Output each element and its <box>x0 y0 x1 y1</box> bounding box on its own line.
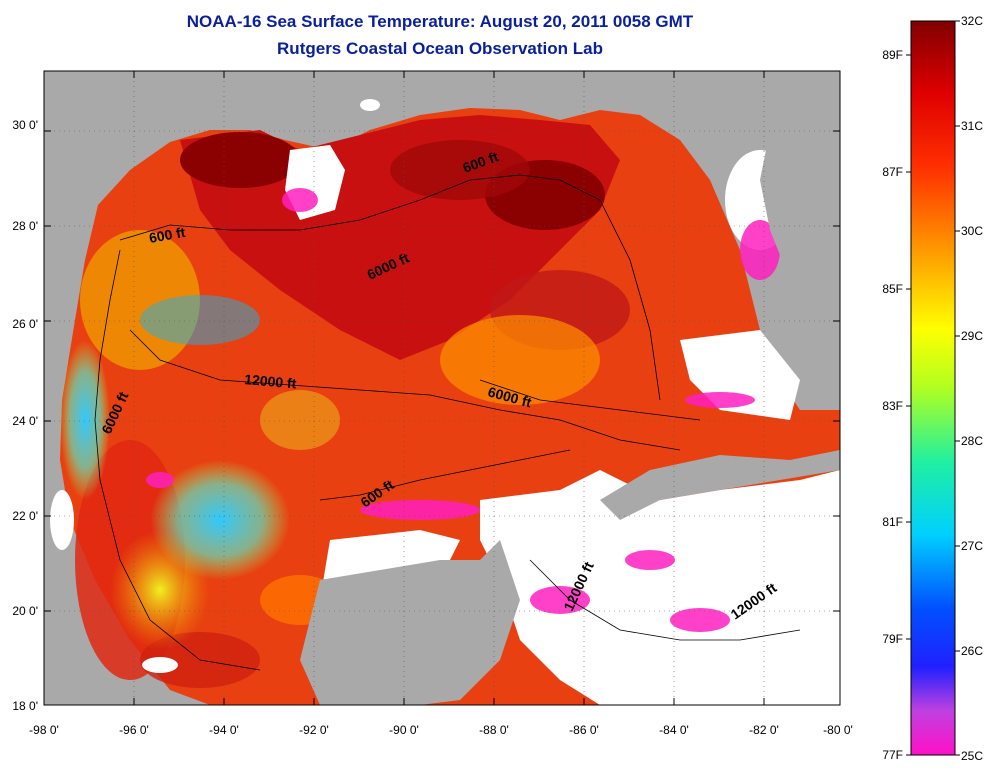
map-title: NOAA-16 Sea Surface Temperature: August … <box>186 12 694 31</box>
land-cuba <box>600 450 840 520</box>
lon-label: -86 0' <box>569 723 599 737</box>
celsius-label: 29C <box>961 329 983 343</box>
lon-label: -84 0' <box>659 723 689 737</box>
contour-label: 600 ft <box>148 224 187 246</box>
lon-label: -94 0' <box>209 723 239 737</box>
lat-label: 22 0' <box>12 509 38 523</box>
lon-label: -92 0' <box>299 723 329 737</box>
celsius-label: 32C <box>961 14 983 28</box>
latitude-labels: 30 0' 28 0' 26 0' 24 0' 22 0' 20 0' 18 0… <box>12 118 38 713</box>
colorbar-fahrenheit-labels: 89F 87F 85F 83F 81F 79F 77F <box>882 48 903 762</box>
lat-label: 18 0' <box>12 699 38 713</box>
map-frame <box>43 70 841 706</box>
map-subtitle: Rutgers Coastal Ocean Observation Lab <box>277 39 603 58</box>
fahrenheit-label: 81F <box>882 515 903 529</box>
colorbar-celsius-labels: 32C 31C 30C 29C 28C 27C 26C 25C <box>961 14 983 763</box>
celsius-label: 30C <box>961 224 983 238</box>
lon-label: -96 0' <box>119 723 149 737</box>
land-florida <box>760 71 840 410</box>
celsius-label: 31C <box>961 119 983 133</box>
lat-label: 28 0' <box>12 219 38 233</box>
lat-label: 30 0' <box>12 118 38 132</box>
bathymetry-contours <box>94 174 801 671</box>
land-yucatan <box>300 540 520 705</box>
lon-label: -98 0' <box>29 723 59 737</box>
fahrenheit-label: 85F <box>882 282 903 296</box>
fahrenheit-label: 77F <box>882 748 903 762</box>
tick-marks <box>43 71 841 705</box>
lon-label: -88 0' <box>479 723 509 737</box>
celsius-label: 25C <box>961 749 983 763</box>
lon-label: -90 0' <box>389 723 419 737</box>
fahrenheit-label: 79F <box>882 632 903 646</box>
fahrenheit-label: 87F <box>882 165 903 179</box>
celsius-label: 27C <box>961 539 983 553</box>
lat-label: 26 0' <box>12 317 38 331</box>
contour-label: 12000 ft <box>244 371 298 392</box>
lon-label: -82 0' <box>749 723 779 737</box>
longitude-labels: -98 0' -96 0' -94 0' -92 0' -90 0' -88 0… <box>29 723 853 737</box>
hot-spot-louisiana <box>180 132 300 188</box>
lon-label: -80 0' <box>823 723 853 737</box>
map-area <box>44 71 840 705</box>
celsius-label: 26C <box>961 644 983 658</box>
temperature-colorbar <box>910 20 956 756</box>
fahrenheit-label: 89F <box>882 48 903 62</box>
graticule <box>44 71 840 705</box>
fahrenheit-label: 83F <box>882 399 903 413</box>
celsius-label: 28C <box>961 434 983 448</box>
cool-region-west <box>150 460 290 580</box>
lat-label: 24 0' <box>12 414 38 428</box>
lat-label: 20 0' <box>12 604 38 618</box>
